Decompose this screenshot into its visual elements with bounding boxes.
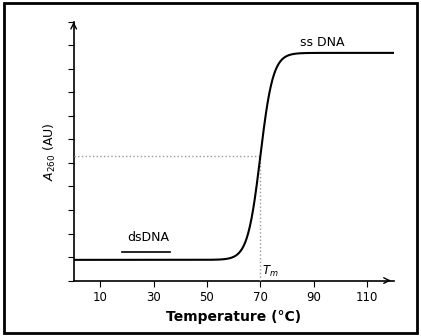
- Text: $T_m$: $T_m$: [262, 264, 278, 279]
- Text: ss DNA: ss DNA: [300, 36, 345, 49]
- X-axis label: Temperature (°C): Temperature (°C): [166, 309, 301, 324]
- Text: dsDNA: dsDNA: [127, 232, 169, 244]
- Y-axis label: $A_{260}$ (AU): $A_{260}$ (AU): [42, 122, 58, 180]
